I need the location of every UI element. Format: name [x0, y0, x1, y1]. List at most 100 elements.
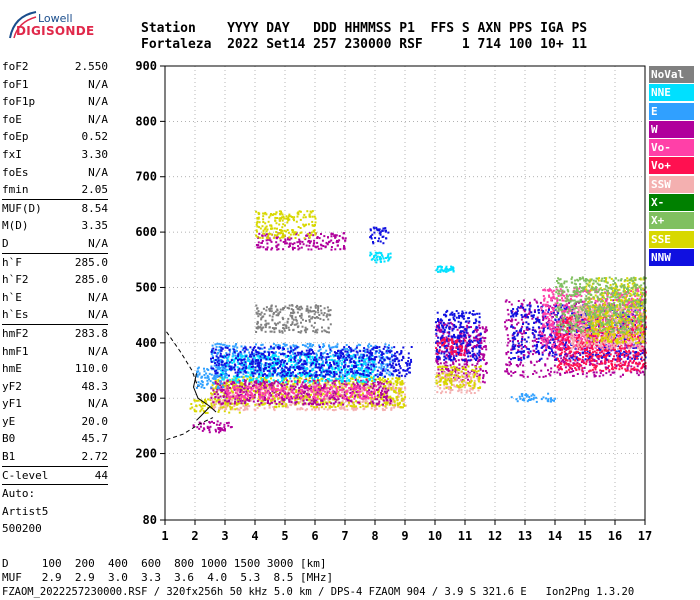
data-point	[224, 367, 227, 370]
data-point	[341, 402, 344, 405]
data-point	[388, 350, 391, 353]
data-point	[345, 400, 347, 403]
data-point	[279, 308, 282, 311]
data-point	[269, 330, 272, 333]
data-point	[356, 383, 359, 386]
data-point	[310, 390, 313, 393]
data-point	[368, 379, 371, 382]
data-point	[346, 365, 349, 368]
data-point	[247, 391, 250, 394]
data-point	[362, 405, 365, 408]
data-point	[261, 394, 264, 397]
data-point	[340, 362, 343, 365]
data-point	[279, 381, 282, 384]
data-point	[235, 388, 238, 391]
data-point	[379, 379, 382, 382]
data-point	[400, 374, 403, 377]
data-point	[221, 428, 224, 431]
data-point	[257, 398, 260, 401]
data-point	[268, 406, 271, 409]
data-point	[256, 369, 259, 372]
data-point	[361, 392, 364, 395]
data-point	[358, 385, 361, 388]
data-point	[292, 349, 295, 352]
data-point	[323, 307, 326, 310]
data-point	[298, 210, 301, 213]
data-point	[305, 398, 308, 401]
data-point	[243, 350, 246, 353]
data-point	[449, 321, 452, 324]
data-point	[300, 246, 303, 249]
data-point	[380, 252, 383, 255]
data-point	[288, 369, 291, 372]
data-point	[259, 397, 262, 400]
data-point	[313, 399, 316, 402]
data-point	[442, 332, 445, 335]
data-point	[373, 390, 376, 393]
data-point	[285, 343, 288, 346]
data-point	[339, 359, 341, 362]
data-point	[282, 223, 285, 226]
data-point	[331, 396, 334, 399]
data-point	[272, 406, 275, 408]
data-point	[208, 431, 211, 434]
data-point	[466, 375, 469, 378]
data-point	[288, 213, 291, 216]
data-point	[336, 355, 339, 358]
data-point	[355, 400, 358, 403]
data-point	[308, 345, 311, 348]
data-point	[284, 385, 287, 388]
data-point	[305, 377, 308, 380]
data-point	[265, 248, 268, 251]
data-point	[317, 406, 320, 409]
data-point	[380, 367, 383, 370]
data-point	[276, 387, 279, 390]
data-point	[244, 397, 247, 400]
data-point	[281, 330, 284, 333]
data-point	[351, 402, 354, 405]
data-point	[382, 352, 385, 355]
data-point	[283, 390, 286, 393]
data-point	[380, 356, 383, 359]
data-point	[314, 399, 317, 402]
data-point	[364, 397, 367, 400]
data-point	[330, 364, 332, 366]
data-point	[288, 218, 291, 221]
data-point	[310, 389, 313, 391]
data-point	[326, 378, 329, 380]
data-point	[475, 345, 478, 348]
data-point	[239, 354, 242, 357]
data-point	[407, 356, 410, 359]
data-point	[368, 389, 371, 392]
data-point	[322, 352, 324, 355]
data-point	[265, 322, 268, 325]
data-point	[358, 401, 361, 404]
data-point	[256, 312, 259, 315]
data-point	[370, 235, 372, 238]
data-point	[221, 360, 224, 363]
data-point	[277, 397, 280, 400]
data-point	[407, 360, 410, 363]
data-point	[239, 350, 242, 353]
data-point	[323, 403, 326, 406]
data-point	[295, 345, 298, 348]
data-point	[267, 351, 270, 354]
data-point	[333, 409, 335, 412]
data-point	[326, 242, 329, 245]
data-point	[284, 392, 287, 395]
data-point	[318, 369, 321, 372]
data-point	[302, 363, 305, 366]
data-point	[292, 388, 294, 390]
data-point	[274, 344, 277, 347]
data-point	[273, 380, 276, 383]
data-point	[382, 347, 385, 350]
data-point	[244, 361, 247, 364]
data-point	[256, 406, 259, 409]
data-point	[369, 349, 372, 352]
data-point	[280, 393, 283, 396]
data-point	[327, 399, 330, 402]
data-point	[391, 404, 394, 407]
data-point	[383, 345, 386, 348]
data-point	[296, 376, 299, 379]
data-point	[363, 384, 366, 387]
